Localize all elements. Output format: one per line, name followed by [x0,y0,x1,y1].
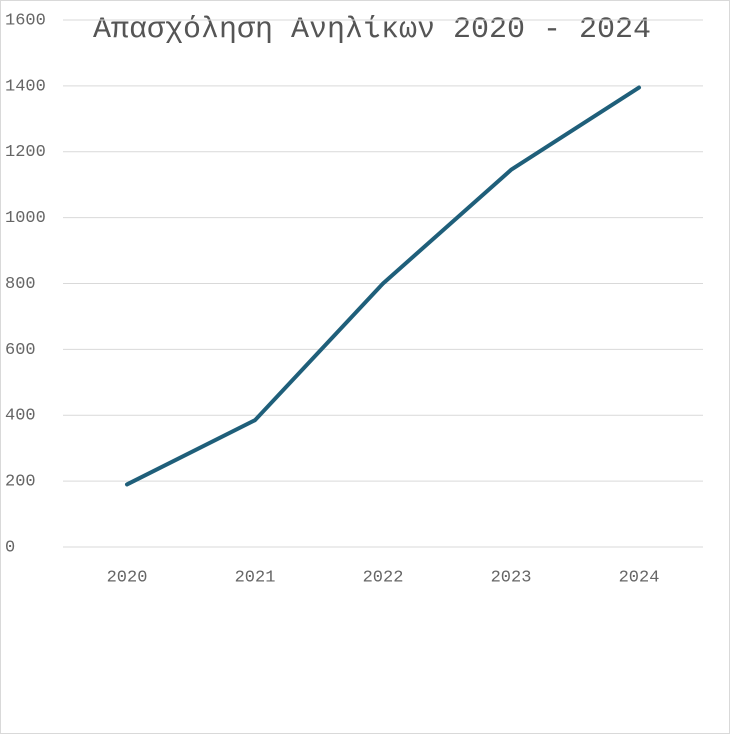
x-tick-label: 2023 [491,568,532,587]
x-tick-label: 2021 [235,568,276,587]
y-tick-label: 1400 [5,77,46,96]
chart-title: Απασχόληση Ανηλίκων 2020 - 2024 [93,13,651,47]
data-line [125,85,641,487]
x-tick-label: 2022 [363,568,404,587]
y-tick-label: 600 [5,341,36,360]
y-tick-label: 1200 [5,143,46,162]
y-tick-label: 800 [5,275,36,294]
y-tick-label: 400 [5,407,36,426]
y-tick-label: 200 [5,473,36,492]
x-tick-label: 2024 [619,568,660,587]
x-tick-label: 2020 [107,568,148,587]
y-tick-label: 1000 [5,209,46,228]
y-tick-label: 0 [5,538,15,557]
y-tick-label: 1600 [5,11,46,30]
